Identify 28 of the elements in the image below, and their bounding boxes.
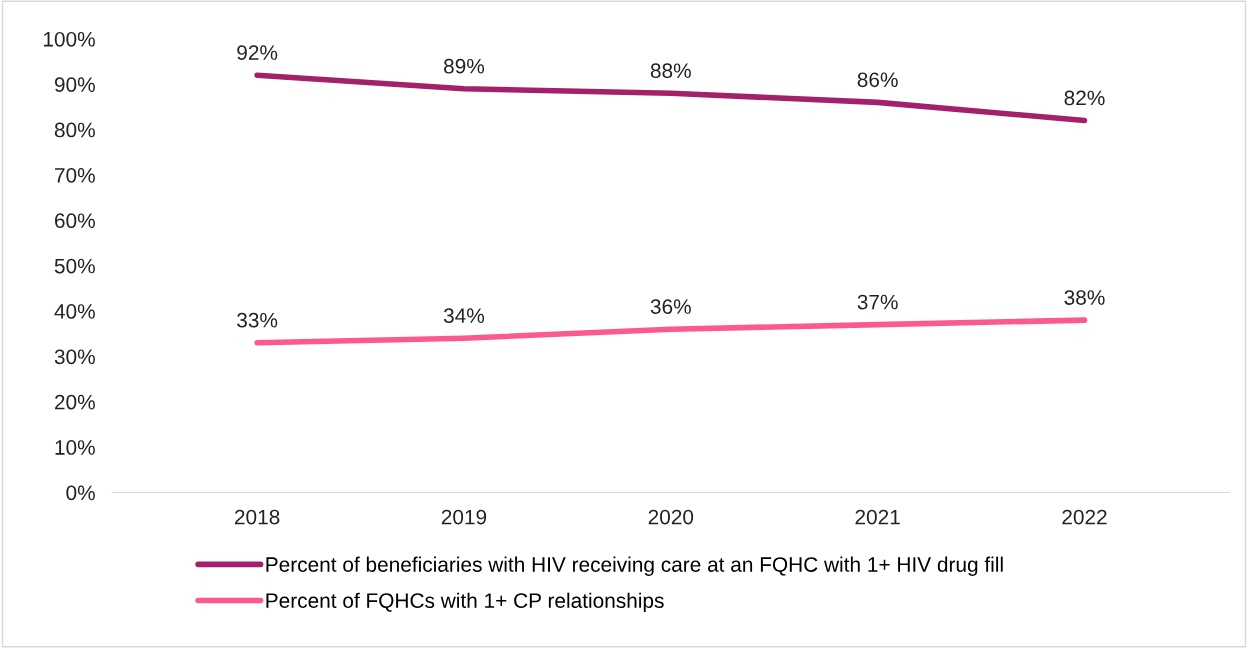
x-tick-label: 2020 <box>648 509 694 525</box>
data-label: 36% <box>650 299 691 314</box>
data-label: 86% <box>857 72 898 88</box>
y-tick-label: 100% <box>43 31 95 47</box>
data-label: 88% <box>650 63 691 79</box>
data-label: 89% <box>444 58 485 74</box>
y-tick-label: 70% <box>55 167 95 183</box>
y-tick-label: 20% <box>55 394 95 410</box>
y-tick-label: 90% <box>54 77 95 92</box>
y-tick-label: 80% <box>54 122 95 138</box>
legend-label: Percent of beneficiaries with HIV receiving care at an FQHC with 1+ HIV drug fill <box>266 556 1003 577</box>
y-tick-label: 0% <box>66 485 95 501</box>
data-label: 38% <box>1064 290 1105 305</box>
data-label: 34% <box>443 308 485 324</box>
x-tick-label: 2019 <box>441 509 487 525</box>
y-tick-label: 10% <box>55 440 95 455</box>
legend-label: Percent of FQHCs with 1+ CP relationships <box>266 592 664 613</box>
y-tick-label: 50% <box>54 258 95 274</box>
data-label: 37% <box>857 294 898 310</box>
y-tick-label: 40% <box>54 304 95 319</box>
data-label: 92% <box>237 45 278 60</box>
y-tick-label: 60% <box>55 213 95 229</box>
data-label: 33% <box>237 312 278 328</box>
x-tick-label: 2022 <box>1062 509 1107 525</box>
y-tick-label: 30% <box>54 349 95 365</box>
data-label: 82% <box>1064 90 1105 106</box>
x-tick-label: 2018 <box>234 509 280 525</box>
x-tick-label: 2021 <box>855 509 900 525</box>
